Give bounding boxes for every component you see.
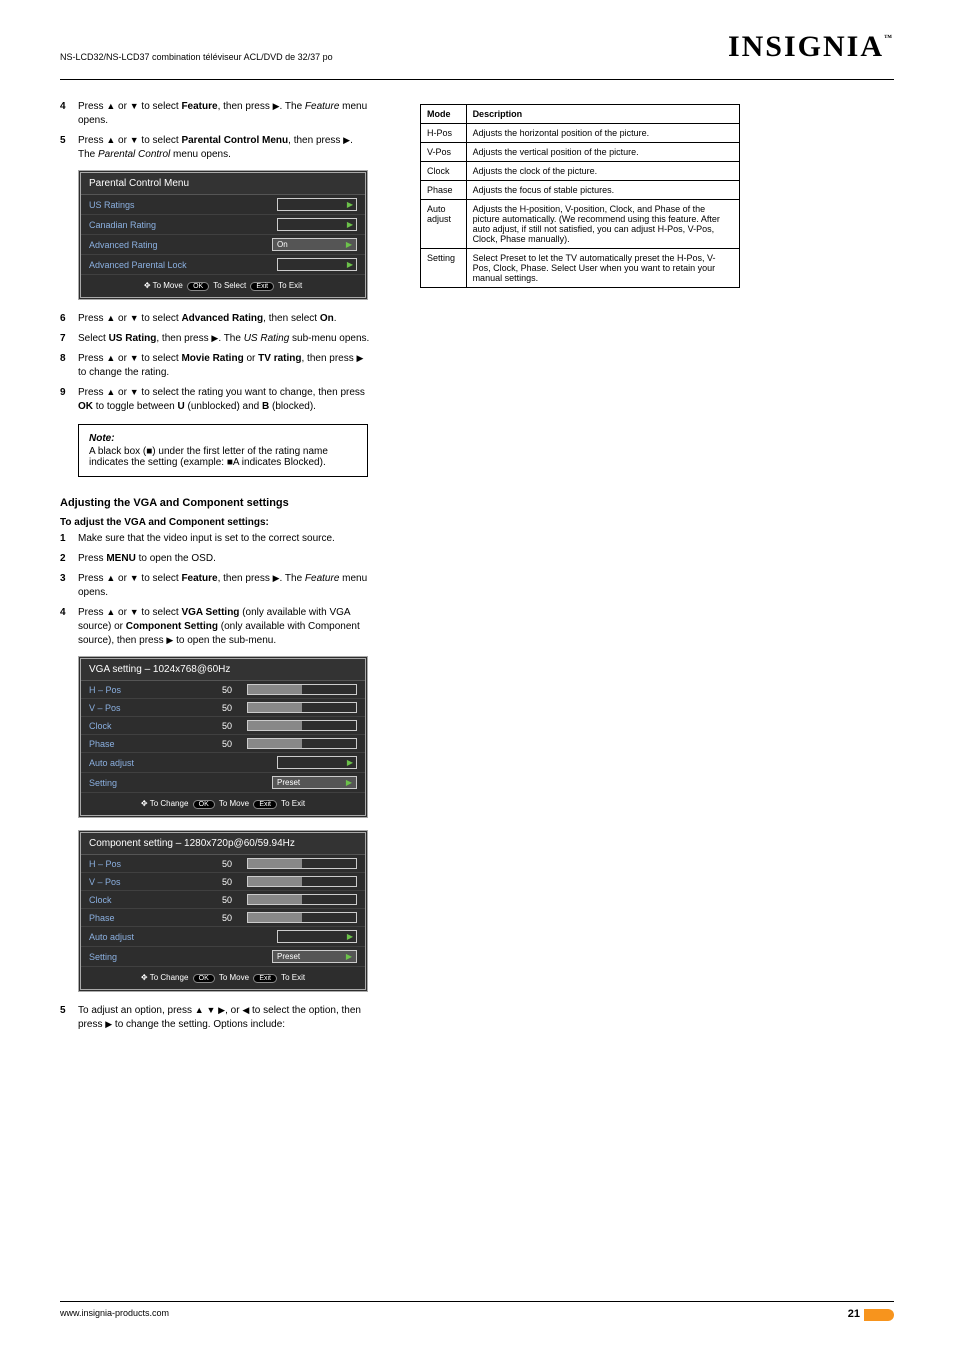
table-row: V-PosAdjusts the vertical position of th… bbox=[421, 143, 740, 162]
slider bbox=[247, 738, 357, 749]
osd-vga-menu: VGA setting – 1024x768@60Hz H – Pos50 V … bbox=[78, 656, 368, 818]
table-row: PhaseAdjusts the focus of stable picture… bbox=[421, 181, 740, 200]
osd-value-box: On▶ bbox=[272, 238, 357, 251]
osd-row: Advanced Parental Lock▶ bbox=[81, 255, 365, 275]
osd-row: US Ratings▶ bbox=[81, 195, 365, 215]
osd-title: Parental Control Menu bbox=[81, 173, 365, 195]
play-icon: ▶ bbox=[346, 952, 352, 961]
vga-step-5: 5To adjust an option, press ▲ ▼ ▶, or ◀ … bbox=[60, 1004, 370, 1032]
slider bbox=[247, 720, 357, 731]
section-heading: Adjusting the VGA and Component settings bbox=[60, 497, 370, 509]
table-row: ClockAdjusts the clock of the picture. bbox=[421, 162, 740, 181]
down-icon: ▼ bbox=[130, 100, 139, 113]
note-body: A black box (■) under the first letter o… bbox=[89, 446, 357, 468]
slider bbox=[247, 876, 357, 887]
step-9: 9Press ▲ or ▼ to select the rating you w… bbox=[60, 386, 370, 414]
subheading: To adjust the VGA and Component settings… bbox=[60, 517, 370, 528]
right-icon: ▶ bbox=[343, 134, 350, 147]
nav-icon: ✥ bbox=[141, 799, 148, 808]
osd-title: VGA setting – 1024x768@60Hz bbox=[81, 659, 365, 681]
brand-logo: INSIGNIA™ bbox=[728, 30, 894, 64]
osd-row: Advanced RatingOn▶ bbox=[81, 235, 365, 255]
note-title: Note: bbox=[89, 433, 357, 444]
step-5: 5 Press ▲ or ▼ to select Parental Contro… bbox=[60, 134, 370, 162]
vga-step-1: 1Make sure that the video input is set t… bbox=[60, 532, 370, 546]
left-column: 4 Press ▲ or ▼ to select Feature, then p… bbox=[60, 100, 370, 1038]
table-row: SettingSelect Preset to let the TV autom… bbox=[421, 249, 740, 288]
osd-value-box: ▶ bbox=[277, 218, 357, 231]
table-row: H-PosAdjusts the horizontal position of … bbox=[421, 124, 740, 143]
ok-button-icon: OK bbox=[193, 800, 215, 809]
osd-footer: ✥ To Change OK To Move Exit To Exit bbox=[81, 967, 365, 989]
osd-row: Canadian Rating▶ bbox=[81, 215, 365, 235]
page-footer: www.insignia-products.com 21 bbox=[60, 1301, 894, 1321]
slider bbox=[247, 894, 357, 905]
options-table: Mode Description H-PosAdjusts the horizo… bbox=[420, 104, 740, 288]
note-box: Note: A black box (■) under the first le… bbox=[78, 424, 368, 477]
nav-icon: ✥ bbox=[141, 973, 148, 982]
osd-footer: ✥ To Change OK To Move Exit To Exit bbox=[81, 793, 365, 815]
table-row: Auto adjustAdjusts the H-position, V-pos… bbox=[421, 200, 740, 249]
step-7: 7Select US Rating, then press ▶. The US … bbox=[60, 332, 370, 346]
exit-button-icon: Exit bbox=[253, 974, 277, 983]
play-icon: ▶ bbox=[347, 758, 353, 767]
play-icon: ▶ bbox=[347, 932, 353, 941]
right-column: Mode Description H-PosAdjusts the horizo… bbox=[410, 100, 894, 1038]
slider bbox=[247, 912, 357, 923]
ok-button-icon: OK bbox=[187, 282, 209, 291]
footer-accent-bar bbox=[864, 1309, 894, 1321]
vga-step-4: 4Press ▲ or ▼ to select VGA Setting (onl… bbox=[60, 606, 370, 648]
osd-parental-menu: Parental Control Menu US Ratings▶ Canadi… bbox=[78, 170, 368, 300]
nav-icon: ✥ bbox=[144, 281, 151, 290]
step-6: 6Press ▲ or ▼ to select Advanced Rating,… bbox=[60, 312, 370, 326]
step-4: 4 Press ▲ or ▼ to select Feature, then p… bbox=[60, 100, 370, 128]
play-icon: ▶ bbox=[347, 220, 353, 229]
play-icon: ▶ bbox=[346, 240, 352, 249]
down-icon: ▼ bbox=[130, 134, 139, 147]
footer-page-number: 21 bbox=[848, 1308, 894, 1321]
play-icon: ▶ bbox=[346, 778, 352, 787]
osd-value-box: ▶ bbox=[277, 258, 357, 271]
exit-button-icon: Exit bbox=[250, 282, 274, 291]
step-8: 8Press ▲ or ▼ to select Movie Rating or … bbox=[60, 352, 370, 380]
brand-name: INSIGNIA™ bbox=[728, 30, 894, 63]
table-header-mode: Mode bbox=[421, 105, 467, 124]
ok-button-icon: OK bbox=[193, 974, 215, 983]
vga-step-2: 2Press MENU to open the OSD. bbox=[60, 552, 370, 566]
slider bbox=[247, 684, 357, 695]
footer-url: www.insignia-products.com bbox=[60, 1308, 169, 1321]
right-icon: ▶ bbox=[273, 100, 280, 113]
vga-step-3: 3Press ▲ or ▼ to select Feature, then pr… bbox=[60, 572, 370, 600]
play-icon: ▶ bbox=[347, 200, 353, 209]
slider bbox=[247, 858, 357, 869]
page-header: NS-LCD32/NS-LCD37 combination téléviseur… bbox=[60, 30, 894, 80]
table-header-desc: Description bbox=[466, 105, 739, 124]
up-icon: ▲ bbox=[106, 134, 115, 147]
play-icon: ▶ bbox=[347, 260, 353, 269]
slider bbox=[247, 702, 357, 713]
header-product-text: NS-LCD32/NS-LCD37 combination téléviseur… bbox=[60, 52, 333, 62]
up-icon: ▲ bbox=[106, 100, 115, 113]
osd-footer: ✥ To Move OK To Select Exit To Exit bbox=[81, 275, 365, 297]
osd-value-box: ▶ bbox=[277, 198, 357, 211]
osd-title: Component setting – 1280x720p@60/59.94Hz bbox=[81, 833, 365, 855]
exit-button-icon: Exit bbox=[253, 800, 277, 809]
osd-component-menu: Component setting – 1280x720p@60/59.94Hz… bbox=[78, 830, 368, 992]
